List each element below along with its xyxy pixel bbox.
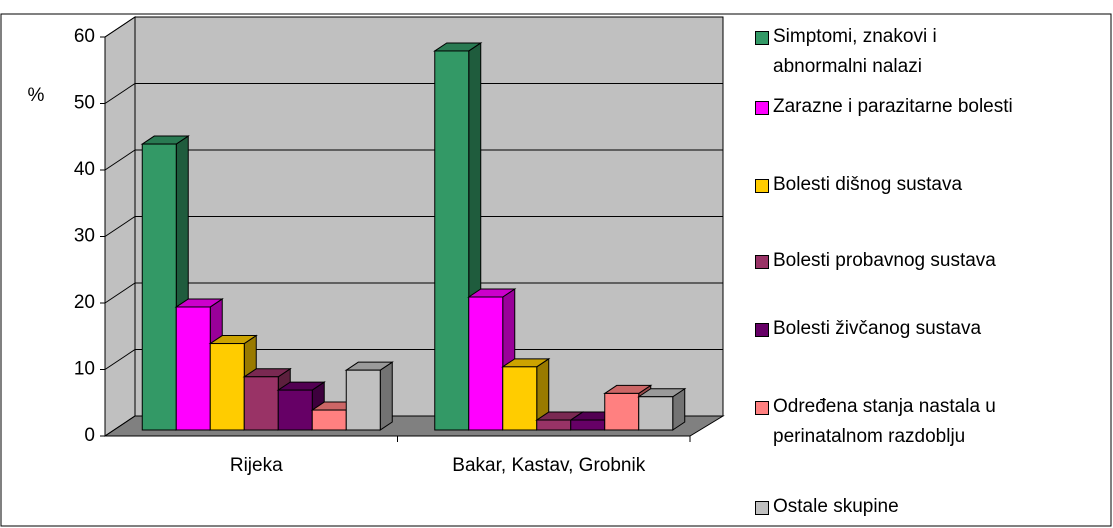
legend-item: Ostale skupine [755, 492, 1105, 522]
frame [0, 13, 1112, 527]
grid-line [104, 149, 723, 171]
bar [637, 387, 687, 431]
legend-label: Bolesti živčanog sustava [773, 318, 982, 339]
legend-label: Bolesti dišnog sustava [773, 174, 963, 195]
legend-item: Simptomi, znakovi i abnormalni nalazi [755, 22, 1105, 82]
legend-swatch [755, 323, 769, 337]
legend-swatch [755, 31, 769, 45]
grid-line [104, 16, 723, 38]
x-tick-label: Bakar, Kastav, Grobnik [452, 455, 645, 476]
bar-front [434, 50, 470, 431]
legend-item: Bolesti živčanog sustava [755, 314, 1105, 344]
legend-item: Bolesti probavnog sustava [755, 246, 1105, 276]
legend-label: Ostale skupine [773, 496, 899, 517]
bar-front [175, 306, 211, 431]
y-axis-label: % [28, 85, 45, 106]
legend-item: Zarazne i parazitarne bolesti [755, 92, 1105, 122]
bar-front [209, 343, 245, 431]
legend-swatch [755, 101, 769, 115]
y-tick-label: 40 [74, 159, 95, 180]
bar-front [570, 419, 606, 431]
bar [344, 361, 394, 431]
legend-swatch [755, 501, 769, 515]
bar-front [311, 409, 347, 431]
x-tick-label: Rijeka [230, 455, 283, 476]
grid-line [104, 83, 723, 104]
bar-front [536, 419, 572, 431]
grid-line [104, 282, 723, 304]
legend-label: Simptomi, znakovi i abnormalni nalazi [773, 26, 937, 77]
bar-front [604, 392, 640, 431]
y-tick-label: 60 [74, 26, 95, 47]
y-tick-label: 10 [74, 359, 95, 380]
bar-front [243, 376, 279, 431]
bar [433, 42, 483, 431]
grid-line [104, 216, 723, 237]
bar-front [345, 369, 381, 431]
legend-label: Određena stanja nastala u perinatalnom r… [773, 396, 996, 447]
legend-label: Zarazne i parazitarne bolesti [773, 96, 1013, 117]
legend-item: Bolesti dišnog sustava [755, 170, 1105, 200]
bar-front [468, 296, 504, 431]
grid-line [104, 349, 723, 370]
legend-swatch [755, 179, 769, 193]
y-tick-label: 50 [74, 93, 95, 114]
bar-front [638, 396, 674, 431]
bar-front [141, 143, 177, 431]
bar-front [502, 366, 538, 431]
bar-front [277, 389, 313, 431]
legend-swatch [755, 255, 769, 269]
bar [501, 357, 551, 431]
legend-swatch [755, 401, 769, 415]
bar [467, 288, 517, 431]
y-tick-label: 30 [74, 226, 95, 247]
legend-item: Određena stanja nastala u perinatalnom r… [755, 392, 1105, 452]
y-tick-label: 0 [84, 425, 95, 446]
y-tick-label: 20 [74, 292, 95, 313]
bar-side [379, 361, 393, 431]
legend-label: Bolesti probavnog sustava [773, 250, 996, 271]
